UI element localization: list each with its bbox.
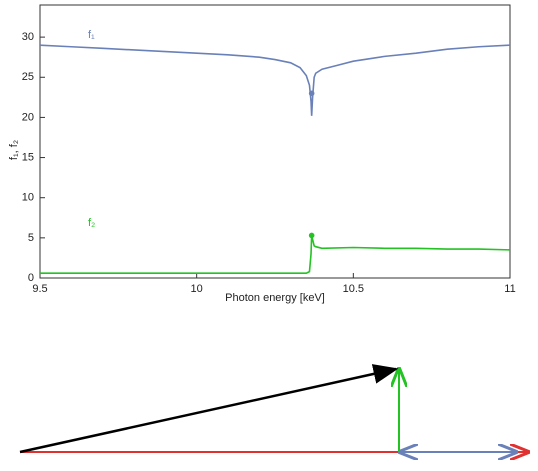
plot-frame [39, 4, 511, 279]
y-tick-label: 20 [22, 111, 34, 123]
series-label: f₁ [88, 29, 95, 41]
y-tick-label: 30 [22, 31, 34, 43]
highlight-point [308, 90, 315, 97]
series-label: f₂ [88, 217, 95, 229]
y-tick-label: 15 [22, 151, 34, 163]
y-tick-label: 0 [28, 272, 34, 284]
x-axis-label: Photon energy [keV] [225, 292, 325, 304]
x-tick-label: 9.5 [32, 283, 47, 295]
y-tick-label: 5 [28, 232, 34, 244]
y-tick-label: 10 [22, 192, 34, 204]
y-axis-label: f₁, f₂ [8, 140, 20, 160]
series-line [40, 235, 511, 274]
vector-diagram [19, 364, 528, 454]
x-tick-label: 10 [191, 283, 203, 295]
highlight-point [308, 232, 315, 239]
x-tick-label: 11 [504, 283, 515, 295]
x-tick-label: 10.5 [343, 283, 364, 295]
series-line [39, 44, 511, 116]
y-tick-label: 25 [22, 71, 34, 83]
black-vector [19, 364, 399, 454]
